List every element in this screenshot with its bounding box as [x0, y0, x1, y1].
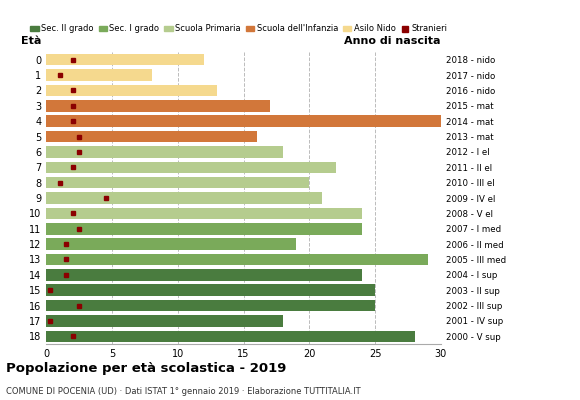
- Bar: [46, 100, 270, 112]
- Bar: [46, 223, 362, 234]
- Bar: [46, 330, 415, 342]
- Bar: [46, 300, 375, 311]
- Bar: [46, 208, 362, 219]
- Text: Popolazione per età scolastica - 2019: Popolazione per età scolastica - 2019: [6, 362, 286, 375]
- Bar: [46, 192, 322, 204]
- Bar: [46, 115, 441, 127]
- Bar: [46, 177, 309, 188]
- Bar: [46, 162, 336, 173]
- Legend: Sec. II grado, Sec. I grado, Scuola Primaria, Scuola dell'Infanzia, Asilo Nido, : Sec. II grado, Sec. I grado, Scuola Prim…: [27, 21, 451, 37]
- Bar: [46, 131, 257, 142]
- Bar: [46, 315, 283, 327]
- Bar: [46, 85, 218, 96]
- Bar: [46, 254, 427, 265]
- Text: Età: Età: [21, 36, 41, 46]
- Bar: [46, 269, 362, 281]
- Text: Anno di nascita: Anno di nascita: [345, 36, 441, 46]
- Bar: [46, 146, 283, 158]
- Bar: [46, 238, 296, 250]
- Bar: [46, 69, 151, 81]
- Bar: [46, 54, 204, 66]
- Bar: [46, 284, 375, 296]
- Text: COMUNE DI POCENIA (UD) · Dati ISTAT 1° gennaio 2019 · Elaborazione TUTTITALIA.IT: COMUNE DI POCENIA (UD) · Dati ISTAT 1° g…: [6, 387, 360, 396]
